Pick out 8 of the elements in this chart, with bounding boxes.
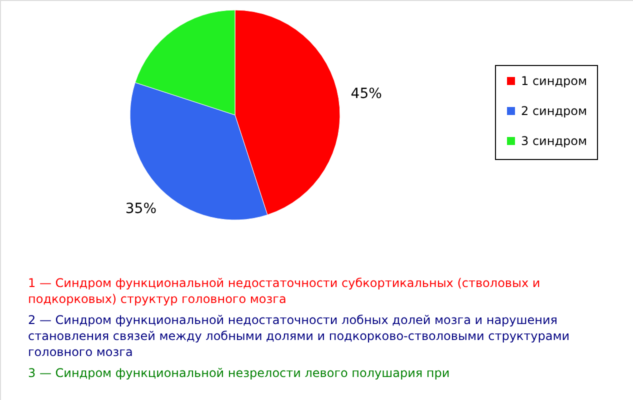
legend-label: 3 синдром	[521, 134, 587, 148]
text: 2 — Синдром функциональной недостаточности лобных долей мозга и нарушения становления связей между лобными долями и подкорково-стволовыми структурами головного мозга	[28, 313, 570, 359]
text: 3 — Синдром функциональной незрелости левого полушария при	[28, 366, 450, 380]
data-label: 35%	[125, 201, 157, 218]
text: 1 — Синдром функциональной недостаточности субкортикальных (стволовых и подкорковых) структур головного мозга	[28, 276, 540, 306]
data-label: 45%	[350, 86, 382, 102]
legend-label: 2 синдром	[521, 104, 587, 118]
legend-label: 1 синдром	[521, 74, 587, 88]
